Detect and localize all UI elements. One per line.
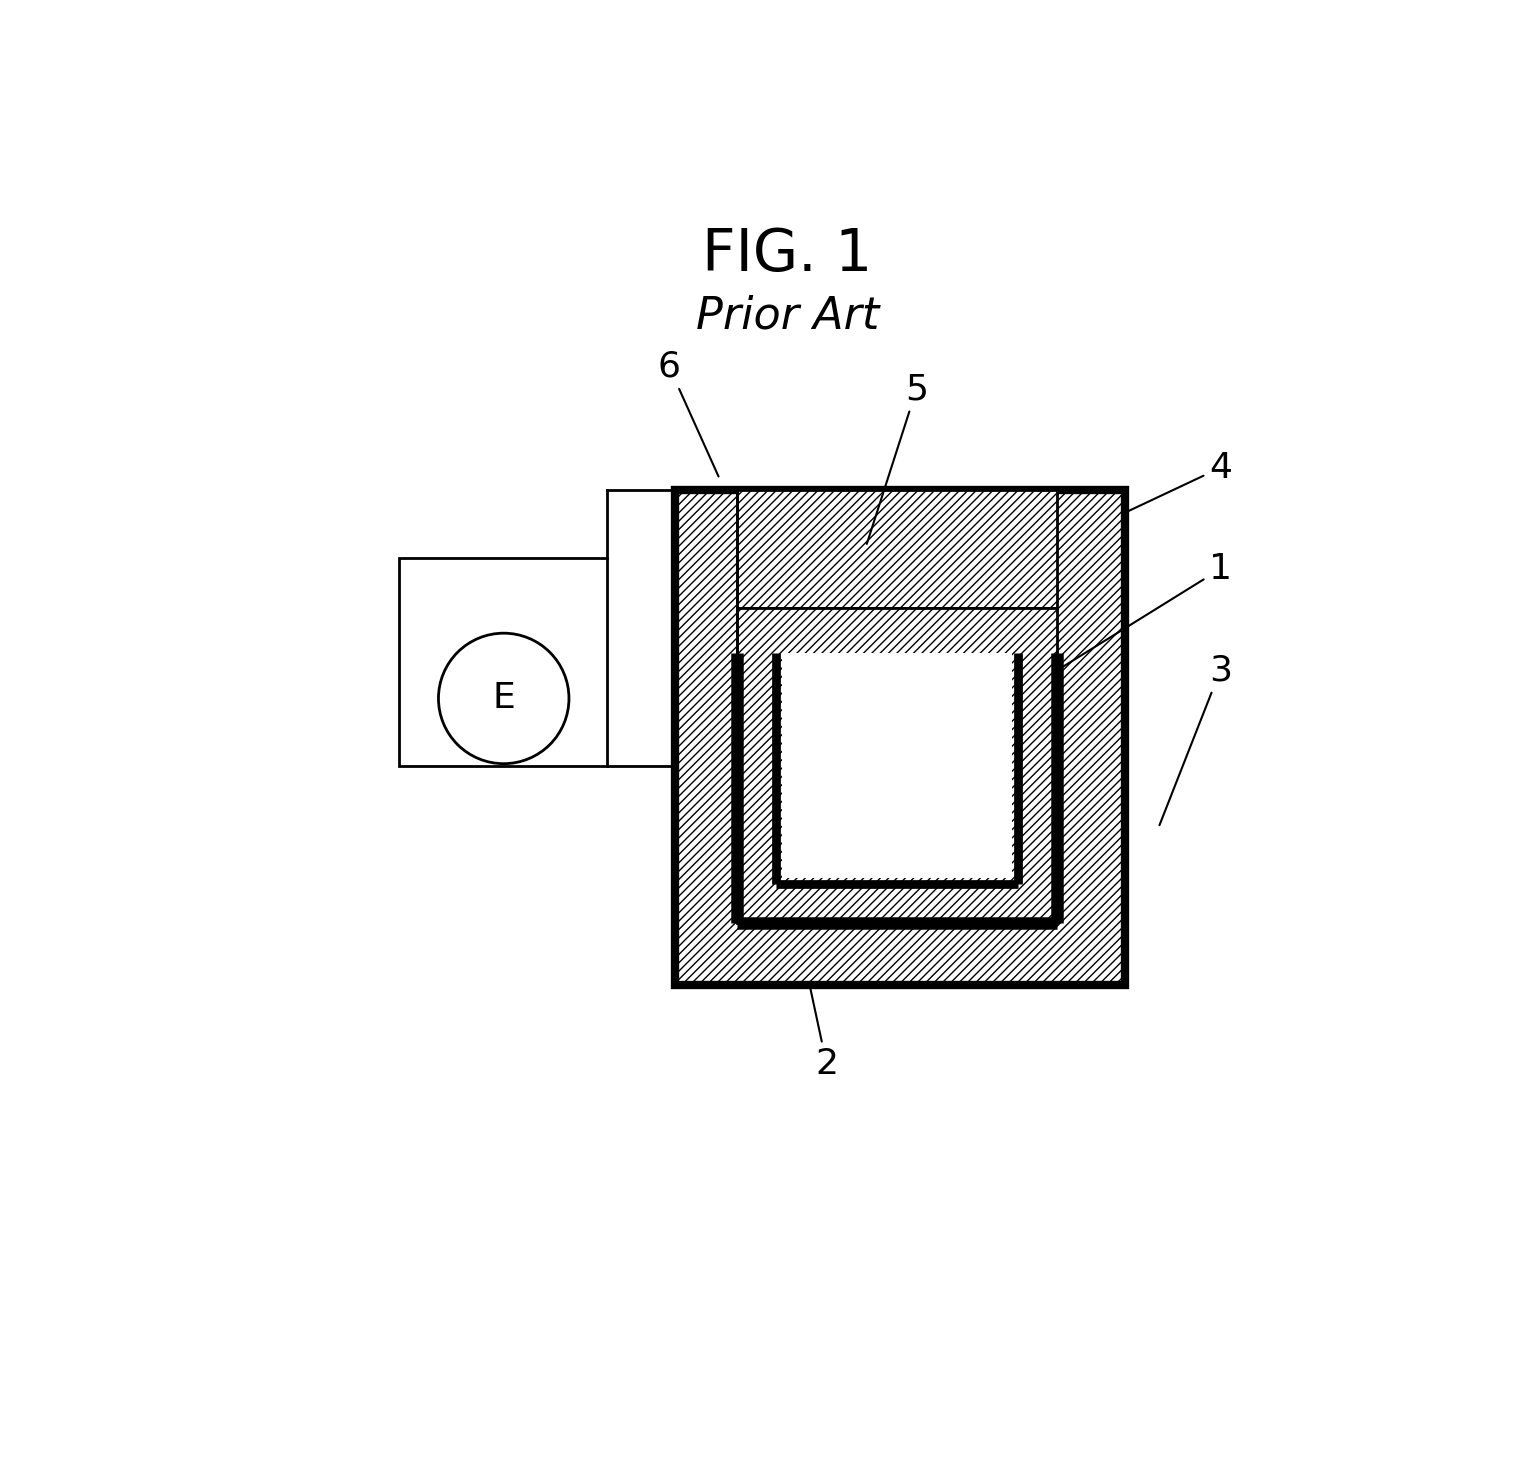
Bar [782,653,1012,878]
Text: E: E [493,681,515,716]
Text: 1: 1 [1060,552,1232,669]
Text: 5: 5 [866,373,928,543]
Text: 2: 2 [811,988,839,1081]
Bar [737,491,1057,608]
Bar [737,608,1057,923]
Bar [674,491,1124,985]
Text: 6: 6 [657,349,719,476]
Bar [399,558,607,766]
Circle shape [438,633,568,764]
Text: 4: 4 [1127,451,1232,511]
Text: FIG. 1: FIG. 1 [702,225,872,282]
Text: Prior Art: Prior Art [696,295,879,337]
Text: 3: 3 [1160,653,1232,825]
